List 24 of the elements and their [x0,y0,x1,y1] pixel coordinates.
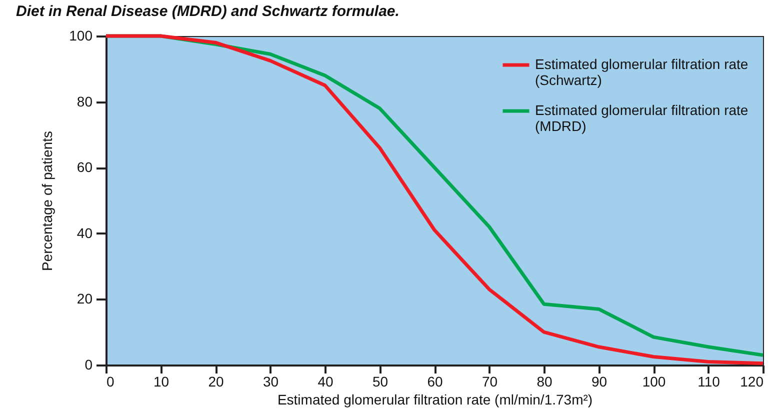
legend-label: Estimated glomerular filtration rate (Schwartz) [535,56,748,88]
x-tick-label: 10 [153,374,170,390]
chart-title: Diet in Renal Disease (MDRD) and Schwartz formulae. [16,3,400,20]
x-tick-label: 70 [482,374,498,390]
x-tick-label: 80 [536,374,552,390]
y-tick-label: 60 [76,159,93,176]
x-axis-title: Estimated glomerular filtration rate (ml/min/1.73m²) [277,392,593,408]
legend-label: Estimated glomerular filtration rate (MDRD) [535,102,748,134]
y-tick-label: 0 [84,356,93,372]
x-tick-label: 120 [740,374,764,390]
x-tick-label: 60 [427,374,443,390]
y-axis-title: Percentage of patients [39,130,56,272]
x-tick-label: 30 [262,374,279,390]
y-tick-label: 20 [76,290,93,307]
x-tick-label: 110 [698,374,720,390]
x-tick-label: 20 [208,374,224,390]
x-tick-label: 0 [106,374,114,390]
y-tick-label: 40 [76,224,93,241]
y-tick-label: 100 [69,28,93,44]
x-tick-label: 50 [372,374,388,390]
x-tick-label: 90 [591,374,608,390]
y-tick-label: 80 [76,93,93,110]
x-tick-label: 100 [642,374,666,390]
x-tick-label: 40 [318,374,334,390]
